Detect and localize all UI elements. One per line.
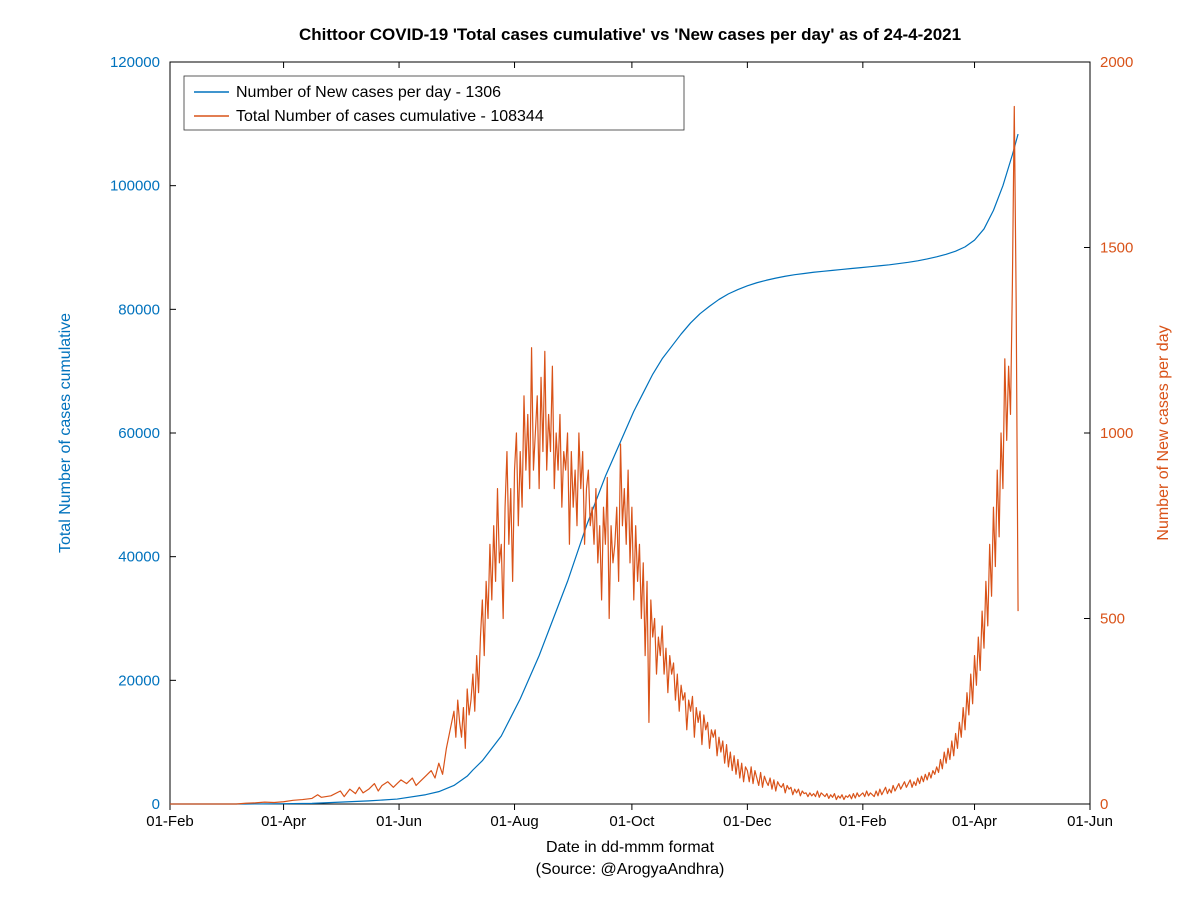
x-axis-label: Date in dd-mmm format	[546, 839, 715, 856]
y1-axis-label: Total Number of cases cumulative	[57, 313, 74, 553]
chart-svg: 01-Feb 01-Apr 01-Jun 01-Aug 01-Oct 01-Dec 01-F…	[0, 0, 1200, 898]
x-tick-label: 01-Apr	[261, 813, 306, 830]
x-tick-label: 01-Feb	[839, 813, 887, 830]
x-tick-label: 01-Oct	[609, 813, 655, 830]
chart-title: Chittoor COVID-19 'Total cases cumulativ…	[299, 25, 961, 44]
x-tick-label: 01-Aug	[490, 813, 538, 830]
y2-tick-label: 500	[1100, 611, 1125, 628]
y1-tick-label: 100000	[110, 178, 160, 195]
y2-tick-label: 2000	[1100, 54, 1133, 71]
y1-tick-label: 120000	[110, 54, 160, 71]
x-tick-label: 01-Feb	[146, 813, 194, 830]
x-tick-label: 01-Apr	[952, 813, 997, 830]
plot-border	[170, 62, 1090, 804]
y1-tick-label: 60000	[118, 425, 160, 442]
x-tick-label: 01-Jun	[1067, 813, 1113, 830]
cumulative-line	[170, 134, 1018, 804]
x-tick-label: 01-Jun	[376, 813, 422, 830]
y2-tick-label: 1000	[1100, 425, 1133, 442]
y1-tick-label: 40000	[118, 549, 160, 566]
y1-tick-label: 80000	[118, 301, 160, 318]
chart-container: 01-Feb 01-Apr 01-Jun 01-Aug 01-Oct 01-Dec 01-F…	[0, 0, 1200, 898]
source-label: (Source: @ArogyaAndhra)	[536, 861, 725, 878]
daily-line	[170, 107, 1018, 804]
y2-axis-label: Number of New cases per day	[1155, 325, 1172, 540]
y2-tick-label: 1500	[1100, 240, 1133, 257]
y2-tick-label: 0	[1100, 796, 1108, 813]
y1-tick-label: 0	[152, 796, 160, 813]
legend-label-2: Total Number of cases cumulative - 10834…	[236, 108, 544, 125]
x-tick-label: 01-Dec	[723, 813, 772, 830]
y1-tick-label: 20000	[118, 672, 160, 689]
legend-label-1: Number of New cases per day - 1306	[236, 84, 501, 101]
